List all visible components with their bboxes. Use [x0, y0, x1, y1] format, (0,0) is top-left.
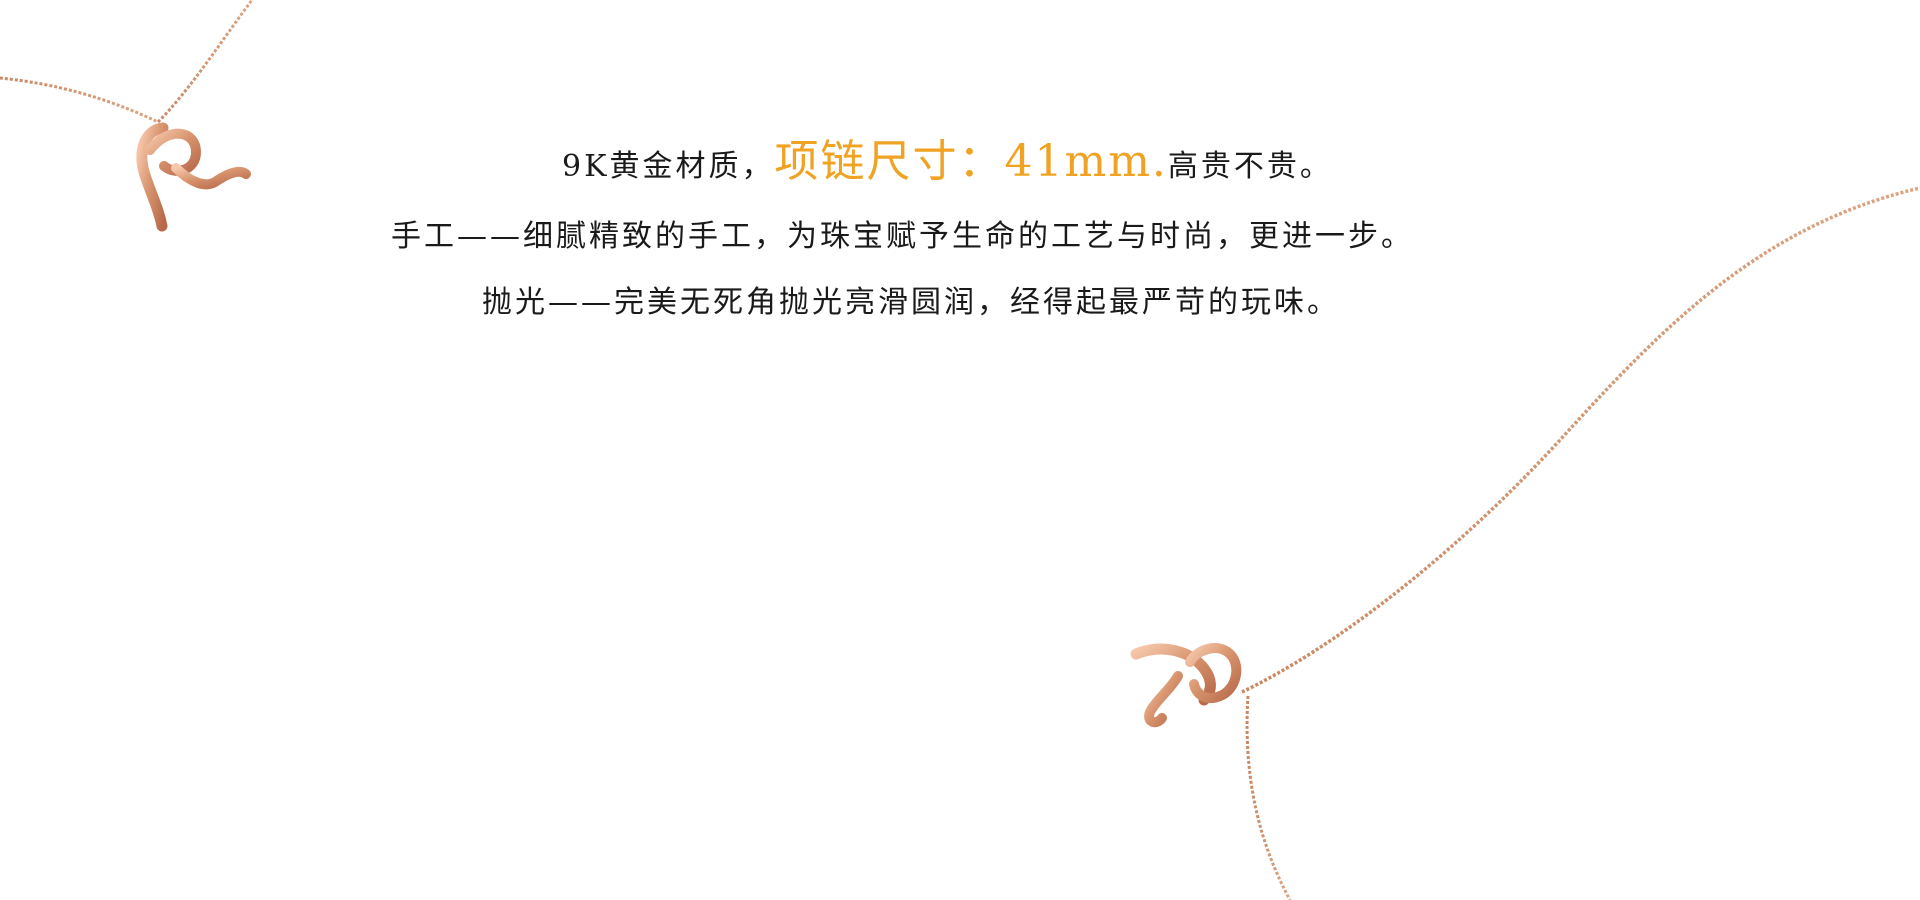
necklace-bottom-right — [1130, 186, 1920, 900]
chain-top-left-left — [0, 76, 159, 124]
material-text: 9K黄金材质， — [562, 149, 775, 184]
r-pendant-top-left — [136, 122, 251, 232]
r-pendant-bottom-right — [1130, 643, 1242, 728]
value-tagline: 高贵不贵。 — [1167, 149, 1333, 184]
size-highlight: 项链尺寸：41mm. — [774, 136, 1168, 187]
chain-bottom-right-long — [1241, 186, 1920, 694]
chain-top-left-right — [156, 0, 254, 124]
handcraft-line: 手工——细腻精致的手工，为珠宝赋予生命的工艺与时尚，更进一步。 — [391, 219, 1414, 254]
chain-bottom-right-drop — [1245, 695, 1292, 900]
polish-line: 抛光——完美无死角抛光亮滑圆润，经得起最严苛的玩味。 — [482, 285, 1340, 320]
necklace-top-left — [0, 0, 254, 232]
material-size-line: 9K黄金材质，项链尺寸：41mm.高贵不贵。 — [562, 132, 1333, 197]
